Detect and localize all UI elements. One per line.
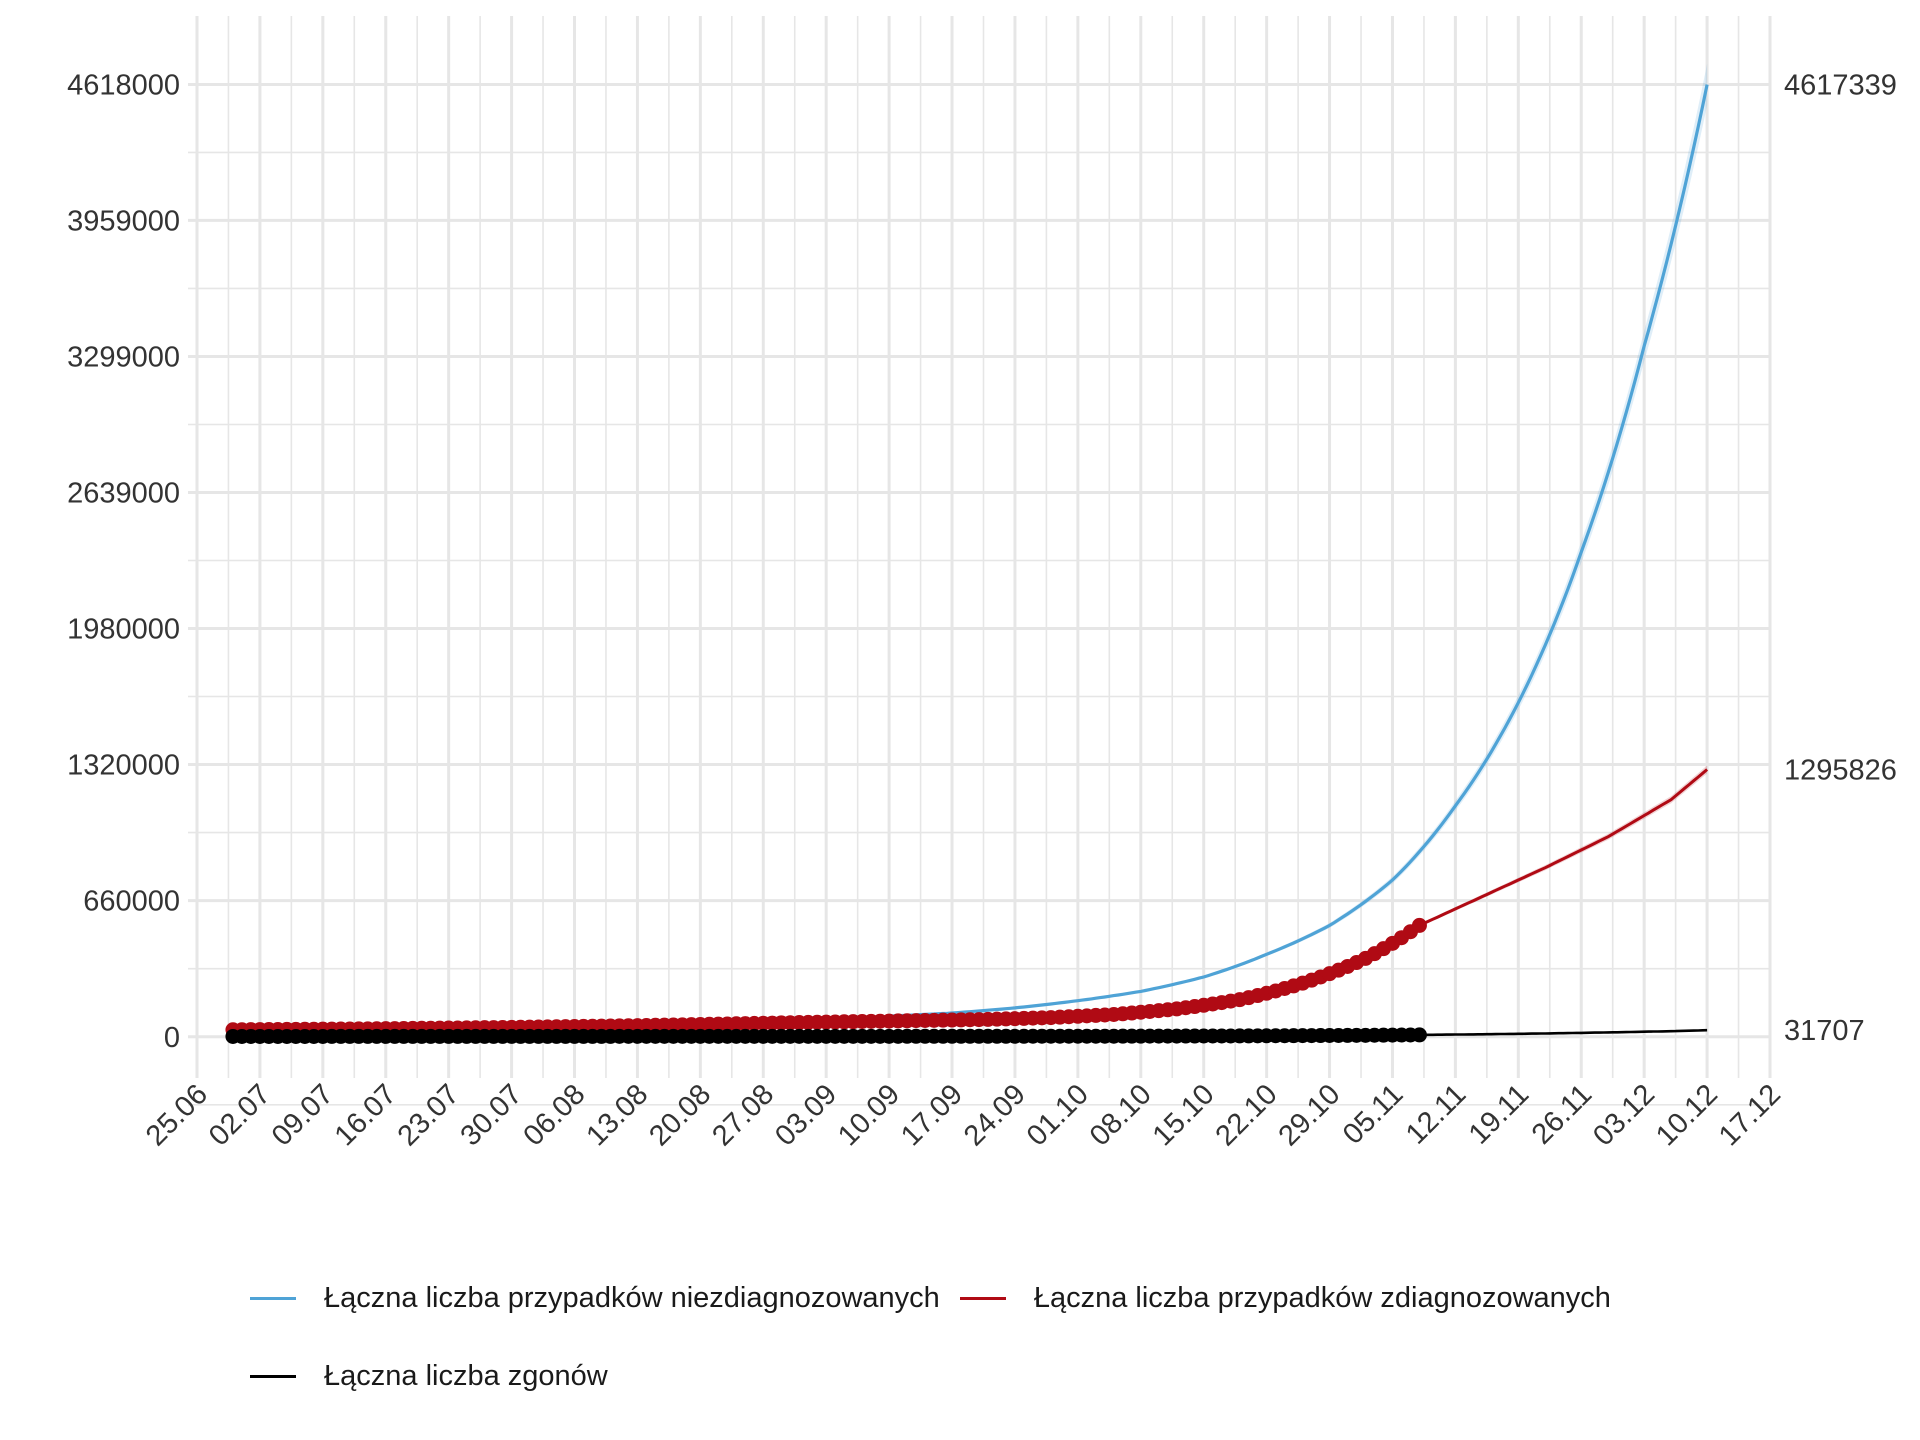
y-tick-label: 660000 <box>83 886 180 918</box>
x-tick-label: 19.11 <box>1463 1078 1535 1150</box>
x-tick-label: 02.07 <box>203 1078 277 1152</box>
legend-row-1: Łączna liczba przypadków niezdiagnozowan… <box>250 1278 1810 1318</box>
diagnosed-forecast-line <box>1418 768 1709 927</box>
end-value-label: 4617339 <box>1784 70 1897 102</box>
y-tick-label: 4618000 <box>67 69 180 101</box>
chart: 0 660000 1320000 1980000 2639000 3299000 39590… <box>67 16 1897 1152</box>
x-tick-label: 08.10 <box>1084 1078 1158 1152</box>
x-tick-label: 17.09 <box>895 1078 969 1152</box>
x-tick-label: 25.06 <box>140 1078 214 1152</box>
x-tick-label: 27.08 <box>706 1078 780 1152</box>
x-tick-label: 24.09 <box>958 1078 1032 1152</box>
x-tick-label: 09.07 <box>266 1078 340 1152</box>
y-tick-label: 3959000 <box>67 205 180 237</box>
legend-item-deaths: Łączna liczba zgonów <box>250 1360 608 1393</box>
x-tick-label: 23.07 <box>392 1078 466 1152</box>
x-tick-label: 01.10 <box>1021 1078 1095 1152</box>
x-tick-label: 20.08 <box>643 1078 717 1152</box>
y-tick-label: 1320000 <box>67 750 180 782</box>
x-tick-label: 12.11 <box>1400 1078 1472 1150</box>
x-tick-label: 26.11 <box>1526 1078 1598 1150</box>
x-tick-label: 06.08 <box>518 1078 592 1152</box>
legend-key-diagnosed <box>959 1296 1006 1300</box>
legend: Łączna liczba przypadków niezdiagnozowan… <box>250 1278 1810 1434</box>
grid-layer <box>188 16 1772 1106</box>
x-tick-label: 22.10 <box>1210 1078 1284 1152</box>
x-tick-label: 16.07 <box>329 1078 403 1152</box>
x-tick-label: 10.09 <box>832 1078 906 1152</box>
end-value-label: 1295826 <box>1784 755 1897 787</box>
x-tick-label: 15.10 <box>1147 1078 1221 1152</box>
series-layer <box>889 84 1709 1037</box>
x-tick-label: 03.12 <box>1587 1078 1661 1152</box>
legend-key-deaths <box>250 1374 296 1378</box>
legend-item-undiagnosed: Łączna liczba przypadków niezdiagnozowan… <box>250 1282 940 1315</box>
points-layer <box>225 917 1427 1044</box>
legend-label-deaths: Łączna liczba zgonów <box>324 1359 608 1392</box>
legend-key-undiagnosed <box>250 1296 296 1300</box>
y-tick-label: 1980000 <box>67 613 180 645</box>
x-tick-label: 13.08 <box>580 1078 654 1152</box>
x-tick-label: 03.09 <box>769 1078 843 1152</box>
x-tick-label: 17.12 <box>1713 1078 1787 1152</box>
deaths-forecast-line <box>1419 1028 1708 1037</box>
undiagnosed-line <box>889 84 1709 1018</box>
diagnosed-ribbon <box>1419 765 1708 928</box>
y-tick-label: 0 <box>164 1022 180 1054</box>
legend-label-diagnosed: Łączna liczba przypadków zdiagnozowanych <box>1033 1281 1611 1314</box>
y-tick-label: 2639000 <box>67 478 180 510</box>
x-tick-label: 10.12 <box>1650 1078 1724 1152</box>
legend-label-undiagnosed: Łączna liczba przypadków niezdiagnozowan… <box>324 1281 940 1314</box>
y-tick-label: 3299000 <box>67 341 180 373</box>
end-value-label: 31707 <box>1784 1015 1865 1047</box>
legend-row-2: Łączna liczba zgonów <box>250 1356 1810 1396</box>
diagnosed-point <box>1411 917 1427 933</box>
x-tick-label: 29.10 <box>1273 1078 1347 1152</box>
x-tick-label: 05.11 <box>1337 1078 1409 1150</box>
deaths-point <box>1411 1027 1427 1043</box>
legend-item-diagnosed: Łączna liczba przypadków zdiagnozowanych <box>959 1281 1611 1315</box>
axis-layer: 0 660000 1320000 1980000 2639000 3299000 39590… <box>67 69 1897 1152</box>
x-tick-label: 30.07 <box>455 1078 529 1152</box>
